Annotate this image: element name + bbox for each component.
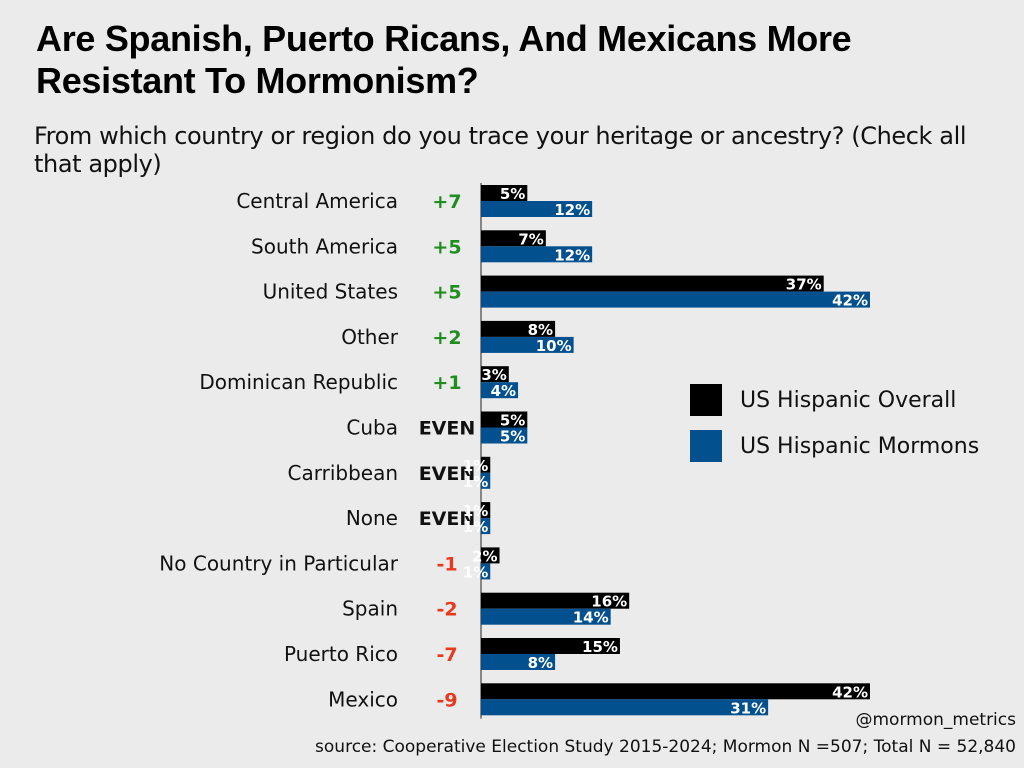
legend-label-mormons: US Hispanic Mormons — [740, 433, 980, 459]
value-label-mormons-other: 10% — [536, 337, 572, 355]
value-label-mormons-no-country-in-particular: 1% — [463, 563, 488, 581]
value-label-overall-central-america: 5% — [500, 185, 525, 203]
bar-mormons-central-america — [481, 201, 593, 217]
bar-overall-cuba — [481, 411, 528, 428]
category-label-puerto-rico: Puerto Rico — [284, 642, 398, 666]
value-label-mormons-united-states: 42% — [832, 292, 868, 310]
category-label-cuba: Cuba — [346, 416, 398, 440]
value-label-mormons-mexico: 31% — [730, 699, 766, 717]
value-label-mormons-south-america: 12% — [554, 246, 590, 264]
category-label-dominican-republic: Dominican Republic — [199, 370, 398, 394]
value-label-overall-puerto-rico: 15% — [582, 638, 618, 656]
bar-mormons-other — [481, 336, 574, 353]
bar-overall-south-america — [481, 230, 546, 247]
value-label-overall-cuba: 5% — [500, 412, 525, 430]
legend-item-mormons: US Hispanic Mormons — [690, 430, 979, 462]
bar-mormons-south-america — [481, 246, 593, 263]
value-label-mormons-central-america: 12% — [554, 201, 590, 219]
value-label-mormons-cuba: 5% — [500, 428, 525, 446]
difference-label-central-america: +7 — [432, 191, 461, 213]
difference-label-no-country-in-particular: -1 — [436, 553, 457, 575]
category-label-central-america: Central America — [236, 189, 398, 213]
value-label-overall-dominican-republic: 3% — [481, 366, 506, 384]
source-note: source: Cooperative Election Study 2015-… — [315, 737, 1016, 757]
bar-overall-mexico — [481, 683, 870, 700]
difference-label-south-america: +5 — [432, 236, 461, 258]
legend-label-overall: US Hispanic Overall — [740, 387, 957, 413]
value-label-mormons-puerto-rico: 8% — [528, 654, 553, 672]
bar-overall-united-states — [481, 275, 824, 292]
legend-swatch-mormons — [690, 430, 722, 462]
bar-overall-other — [481, 320, 556, 337]
credit: @mormon_metrics — [855, 710, 1017, 730]
value-label-overall-no-country-in-particular: 2% — [472, 547, 497, 565]
difference-label-carribbean: EVEN — [419, 463, 476, 485]
value-label-overall-united-states: 37% — [786, 276, 822, 294]
bar-mormons-united-states — [481, 291, 870, 308]
value-label-mormons-carribbean: 1% — [463, 473, 488, 491]
value-label-overall-none: 1% — [463, 502, 488, 520]
chart-title: Are Spanish, Puerto Ricans, And Mexicans… — [36, 18, 852, 101]
legend: US Hispanic Overall US Hispanic Mormons — [690, 384, 979, 476]
value-label-overall-other: 8% — [528, 321, 553, 339]
difference-label-none: EVEN — [419, 508, 476, 530]
category-label-spain: Spain — [342, 597, 398, 621]
category-label-mexico: Mexico — [328, 687, 398, 711]
difference-label-cuba: EVEN — [419, 418, 476, 440]
category-label-united-states: United States — [263, 280, 398, 304]
bar-overall-no-country-in-particular — [481, 547, 500, 564]
category-label-none: None — [346, 506, 398, 530]
difference-label-dominican-republic: +1 — [432, 372, 461, 394]
difference-label-united-states: +5 — [432, 282, 461, 304]
value-label-overall-spain: 16% — [591, 593, 627, 611]
difference-label-puerto-rico: -7 — [436, 644, 457, 666]
difference-label-other: +2 — [432, 327, 461, 349]
bar-mormons-dominican-republic — [481, 382, 519, 399]
bar-mormons-carribbean — [481, 472, 491, 489]
value-label-overall-south-america: 7% — [518, 230, 543, 248]
bar-mormons-spain — [481, 608, 611, 625]
bar-overall-carribbean — [481, 456, 491, 473]
bar-mormons-no-country-in-particular — [481, 563, 491, 580]
category-label-no-country-in-particular: No Country in Particular — [159, 551, 398, 575]
bar-mormons-mexico — [481, 699, 769, 716]
value-label-mormons-none: 1% — [463, 518, 488, 536]
bar-overall-dominican-republic — [481, 366, 509, 383]
legend-item-overall: US Hispanic Overall — [690, 384, 979, 416]
chart-subtitle: From which country or region do you trac… — [34, 122, 967, 178]
category-label-carribbean: Carribbean — [288, 461, 399, 485]
value-label-overall-carribbean: 1% — [463, 457, 488, 475]
bar-mormons-puerto-rico — [481, 654, 556, 670]
category-label-south-america: South America — [251, 234, 398, 258]
bar-mormons-none — [481, 518, 491, 535]
bar-overall-central-america — [481, 185, 528, 201]
bar-mormons-cuba — [481, 427, 528, 444]
value-label-overall-mexico: 42% — [832, 683, 868, 701]
difference-label-spain: -2 — [436, 599, 457, 621]
legend-swatch-overall — [690, 384, 722, 416]
value-label-mormons-dominican-republic: 4% — [491, 382, 516, 400]
difference-label-mexico: -9 — [436, 689, 457, 711]
bar-overall-puerto-rico — [481, 638, 620, 654]
bar-overall-spain — [481, 592, 630, 609]
bar-overall-none — [481, 502, 491, 519]
value-label-mormons-spain: 14% — [573, 609, 609, 627]
category-label-other: Other — [341, 325, 399, 349]
